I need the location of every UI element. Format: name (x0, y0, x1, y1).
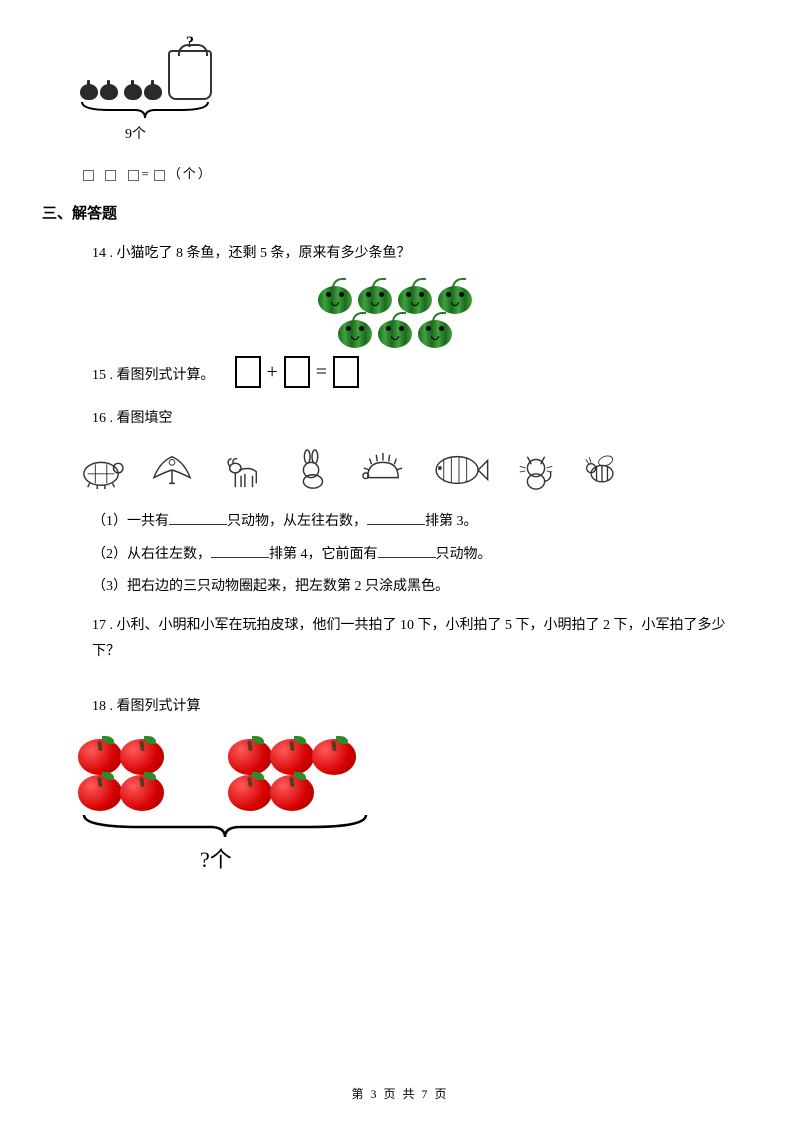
apple-pair (80, 84, 118, 100)
q18-qmark: ?个 (200, 842, 730, 874)
q16-sub1: （1）一共有 只动物，从左往右数， 排第 3。 (92, 509, 730, 530)
fill-blank[interactable] (378, 542, 436, 558)
rabbit-icon (288, 449, 336, 491)
turtle-icon (78, 449, 126, 491)
red-apple-icon (270, 735, 316, 775)
question-15: 15 . 看图列式计算。 (92, 363, 215, 388)
watermelon-row-1 (60, 284, 730, 314)
q16-sub2-b: 排第 4，它前面有 (269, 547, 378, 562)
watermelon-icon (398, 284, 432, 314)
blank-box[interactable] (154, 170, 165, 181)
question-16: 16 . 看图填空 (92, 406, 730, 431)
q13-figure: 9个 (80, 50, 730, 143)
q14-text: 小猫吃了 8 条鱼，还剩 5 条，原来有多少条鱼？ (117, 246, 411, 261)
q16-num: 16 . (92, 411, 113, 426)
goat-icon (218, 449, 266, 491)
q18-text: 看图列式计算 (117, 699, 201, 714)
apple-icon (100, 84, 118, 100)
watermelon-icon (338, 318, 372, 348)
fish-icon (428, 449, 490, 491)
cat-icon (512, 449, 560, 491)
q15-equation: + = (235, 356, 360, 388)
watermelon-icon (438, 284, 472, 314)
fill-blank[interactable] (169, 509, 227, 525)
q13-formula: =（个） (80, 163, 730, 182)
apple-icon (144, 84, 162, 100)
q16-sub1-c: 排第 3。 (425, 514, 478, 529)
red-apple-icon (270, 771, 316, 811)
red-apple-icon (228, 771, 274, 811)
q14-num: 14 . (92, 246, 113, 261)
red-apple-icon (78, 735, 124, 775)
watermelon-row-2 (60, 318, 730, 348)
q18-figure: ?个 (80, 737, 730, 874)
q15-num: 15 . (92, 368, 113, 383)
bag-icon (168, 50, 212, 100)
plus-sign: + (267, 361, 278, 384)
apple-pair (124, 84, 162, 100)
bee-icon (582, 449, 622, 491)
q16-sub2-c: 只动物。 (436, 547, 492, 562)
q17-text: 小利、小明和小军在玩拍皮球，他们一共拍了 10 下，小利拍了 5 下，小明拍了 … (92, 618, 726, 658)
section-3-title: 三、解答题 (42, 202, 730, 223)
q18-apples-row (80, 737, 730, 809)
watermelon-icon (318, 284, 352, 314)
watermelon-icon (378, 318, 412, 348)
watermelon-icon (418, 318, 452, 348)
q15-text: 看图列式计算。 (117, 368, 215, 383)
question-18: 18 . 看图列式计算 (92, 694, 730, 719)
q16-sub3: （3）把右边的三只动物圈起来，把左数第 2 只涂成黑色。 (92, 575, 730, 595)
q16-sub1-a: （1）一共有 (92, 514, 169, 529)
question-17: 17 . 小利、小明和小军在玩拍皮球，他们一共拍了 10 下，小利拍了 5 下，… (92, 613, 730, 663)
q16-sub2-a: （2）从右往左数， (92, 547, 211, 562)
q15-figure (60, 284, 730, 348)
eagle-icon (148, 449, 196, 491)
apple-group-2 (230, 737, 380, 809)
apple-icon (124, 84, 142, 100)
q16-sub2: （2）从右往左数， 排第 4，它前面有 只动物。 (92, 542, 730, 563)
fill-blank[interactable] (211, 542, 269, 558)
blank-box[interactable] (235, 356, 261, 388)
blank-box[interactable] (128, 170, 139, 181)
q13-apples-row (80, 50, 730, 100)
q18-num: 18 . (92, 699, 113, 714)
q16-sub1-b: 只动物，从左往右数， (227, 514, 367, 529)
q16-text: 看图填空 (117, 411, 173, 426)
red-apple-icon (78, 771, 124, 811)
brace-icon (80, 813, 370, 839)
apple-icon (80, 84, 98, 100)
equals-sign: = (316, 361, 327, 384)
blank-box[interactable] (83, 170, 94, 181)
question-14: 14 . 小猫吃了 8 条鱼，还剩 5 条，原来有多少条鱼？ (92, 241, 730, 266)
red-apple-icon (312, 735, 358, 775)
red-apple-icon (120, 771, 166, 811)
blank-box[interactable] (333, 356, 359, 388)
q16-animals-row (78, 449, 730, 491)
hedgehog-icon (358, 449, 406, 491)
apple-group-1 (80, 737, 180, 809)
q17-num: 17 . (92, 618, 113, 633)
q13-total-label: 9个 (125, 123, 730, 143)
red-apple-icon (120, 735, 166, 775)
blank-box[interactable] (105, 170, 116, 181)
page-footer: 第 3 页 共 7 页 (0, 1085, 800, 1102)
blank-box[interactable] (284, 356, 310, 388)
fill-blank[interactable] (367, 509, 425, 525)
watermelon-icon (358, 284, 392, 314)
formula-unit: （个） (168, 166, 213, 181)
brace-icon (80, 100, 210, 120)
red-apple-icon (228, 735, 274, 775)
